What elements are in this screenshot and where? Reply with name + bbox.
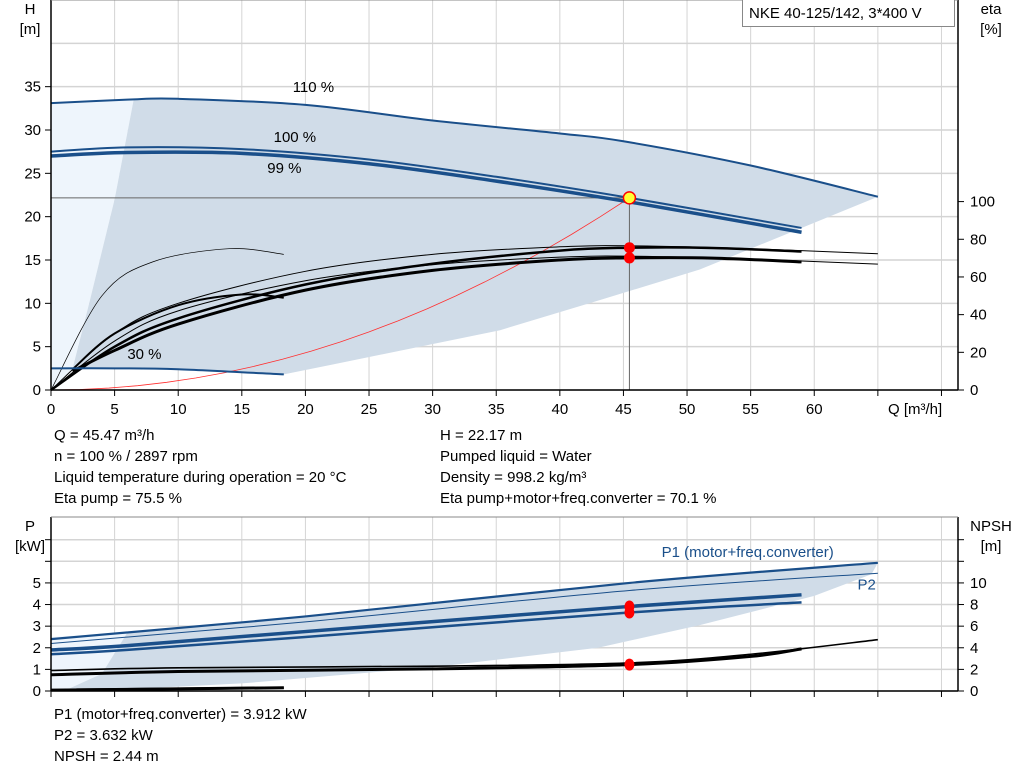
info-density: Density = 998.2 kg/m³ [440,469,587,486]
series-label: P1 (motor+freq.converter) [662,544,834,561]
operating-region [72,98,878,375]
x-tick-label: 60 [806,401,823,418]
info-left: Q = 45.47 m³/h n = 100 % / 2897 rpm Liqu… [54,425,346,509]
curve-label: 99 % [267,160,301,177]
y-axis-unit: [kW] [15,538,45,555]
y2-tick-label: 2 [970,661,978,678]
x-tick-label: 40 [551,401,568,418]
system-curve [50,197,630,391]
y-axis-unit: [m] [20,21,41,38]
x-tick-label: 35 [488,401,505,418]
info-eta-total: Eta pump+motor+freq.converter = 70.1 % [440,490,717,507]
y2-axis-label: NPSH [970,518,1012,535]
y-tick-label: 3 [33,618,41,635]
npsh-curve [76,686,284,692]
eta-curve [71,256,802,373]
info-bottom: P1 (motor+freq.converter) = 3.912 kW P2 … [54,704,307,767]
pump-model-box: NKE 40-125/142, 3*400 V [742,0,955,27]
y2-tick-label: 60 [970,269,987,286]
info-liquid: Pumped liquid = Water [440,448,592,465]
p2-marker [624,606,635,619]
info-p1: P1 (motor+freq.converter) = 3.912 kW [54,706,307,723]
y-tick-label: 35 [24,79,41,96]
y-tick-label: 5 [33,575,41,592]
eta-curve [71,293,284,371]
npsh-marker [624,658,635,671]
y2-tick-label: 4 [970,640,978,657]
y-tick-label: 20 [24,209,41,226]
npsh-curve [50,638,878,672]
y2-axis-label: eta [981,1,1003,18]
head-chart: 110 %100 %99 %30 %0 5 10 15 20 25 30 35 40 45 50 55… [20,0,1003,418]
info-temperature: Liquid temperature during operation = 20… [54,469,347,486]
power-curve [50,561,878,641]
x-tick-label: 15 [233,401,250,418]
y-axis-label: P [25,518,35,535]
y2-tick-label: 0 [970,382,978,399]
operating-region [63,562,878,691]
y-tick-label: 15 [24,252,41,269]
info-p2: P2 = 3.632 kW [54,727,153,744]
y2-tick-label: 10 [970,575,987,592]
x-tick-label: 45 [615,401,632,418]
x-tick-label: 10 [170,401,187,418]
y-axis-label: H [25,1,36,18]
series-label: P2 [858,576,876,593]
duty-point-marker [622,191,637,205]
x-tick-label: 20 [297,401,314,418]
x-tick-label: 55 [742,401,759,418]
curve-label: 100 % [274,129,317,146]
y-tick-label: 4 [33,597,41,614]
info-right: H = 22.17 m Pumped liquid = Water Densit… [440,425,716,509]
y2-tick-label: 6 [970,618,978,635]
y-tick-label: 30 [24,122,41,139]
y2-tick-label: 0 [970,683,978,700]
y-tick-label: 10 [24,295,41,312]
info-speed: n = 100 % / 2897 rpm [54,448,198,465]
y2-tick-label: 80 [970,231,987,248]
x-tick-label: 0 [47,401,55,418]
y-tick-label: 5 [33,339,41,356]
power-curve [50,593,802,652]
y-tick-label: 1 [33,661,41,678]
eta-pump-marker [623,242,635,254]
info-eta-pump: Eta pump = 75.5 % [54,490,182,507]
curve-label: 110 % [293,79,334,96]
x-tick-label: 30 [424,401,441,418]
power-curve [50,601,802,656]
eta-curve [50,248,284,391]
head-curve [50,150,802,234]
info-head: H = 22.17 m [440,427,523,444]
curve-label: 30 % [127,346,161,363]
y2-tick-label: 8 [970,597,978,614]
info-flow: Q = 45.47 m³/h [54,427,155,444]
y2-tick-label: 40 [970,307,987,324]
eta-total-marker [623,252,635,264]
power-curve [50,572,878,644]
y2-axis-unit: [%] [980,21,1002,38]
eta-curve [50,246,802,392]
power-chart: P1 (motor+freq.converter) P2 0 1 2 3 4 5 0 2 4 6 8 10… [15,516,1012,700]
x-tick-label: 50 [679,401,696,418]
y-tick-label: 0 [33,683,41,700]
y-tick-label: 0 [33,382,41,399]
npsh-curve [50,647,802,677]
head-curve [50,146,802,229]
x-axis-label: Q [m³/h] [888,401,942,418]
y-tick-label: 2 [33,640,41,657]
info-npsh: NPSH = 2.44 m [54,748,159,765]
y-tick-label: 25 [24,165,41,182]
head-curve [50,97,879,198]
operating-region-light [51,99,134,391]
x-tick-label: 25 [361,401,378,418]
head-curve [50,367,284,376]
y2-axis-unit: [m] [981,538,1002,555]
y2-tick-label: 20 [970,344,987,361]
y2-tick-label: 100 [970,194,995,211]
x-tick-label: 5 [110,401,118,418]
